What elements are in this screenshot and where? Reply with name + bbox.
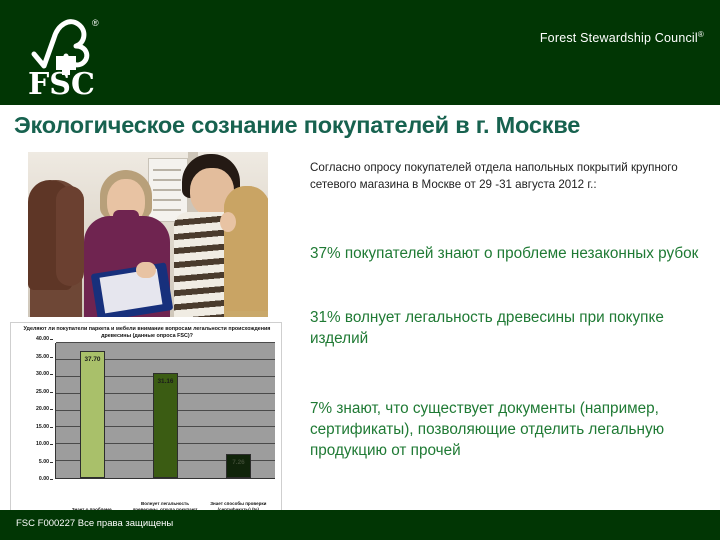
chart-gridline	[56, 342, 275, 343]
chart-y-tick: 5.00	[38, 458, 54, 465]
chart-x-label: Волнует легальность древесины, откуда по…	[132, 501, 197, 512]
chart-plot-area: 37.70 31.16 7.26	[55, 342, 275, 479]
chart-x-label: Знает способы проверки (сертификаты) (%)	[210, 501, 267, 512]
photo-person-interviewer	[80, 170, 174, 317]
survey-bar-chart: Уделяют ли покупатели паркета и мебели в…	[10, 322, 282, 516]
stat-aware-illegal-logging: 37% покупателей знают о проблеме незакон…	[310, 245, 699, 262]
fsc-logo: FSC ®	[20, 8, 112, 98]
chart-y-tick: 15.00	[36, 423, 53, 430]
chart-title: Уделяют ли покупатели паркета и мебели в…	[23, 326, 271, 339]
stat-know-certificates: 7% знают, что существует документы (напр…	[310, 400, 665, 459]
footer-copyright: FSC F000227 Все права защищены	[16, 518, 174, 529]
chart-y-axis: 0.00 5.00 10.00 15.00 20.00 25.00 30.00 35.00 40…	[13, 336, 54, 482]
chart-y-tick: 25.00	[36, 388, 53, 395]
chart-y-tick: 30.00	[36, 371, 53, 377]
chart-y-tick: 10.00	[36, 441, 53, 447]
brand-name: Forest Stewardship Council®	[540, 30, 704, 45]
chart-y-tick: 20.00	[36, 406, 53, 412]
chart-y-tick: 40.00	[36, 336, 53, 342]
chart-bar: 7.26	[226, 453, 251, 478]
photo-person-right	[220, 186, 268, 317]
chart-bar-value: 37.70	[84, 355, 101, 363]
slide-footer: FSC F000227 Все права защищены	[0, 510, 720, 540]
chart-bar: 31.16	[153, 372, 178, 478]
brand-name-text: Forest Stewardship Council	[539, 31, 698, 46]
stat-care-about-legality: 31% волнует легальность древесины при по…	[310, 309, 664, 347]
chart-y-tick: 0.00	[38, 476, 54, 482]
photo-person-left	[28, 180, 84, 317]
chart-x-label: Знает о проблеме	[55, 507, 128, 513]
slide-header: FSC ® Forest Stewardship Council®	[0, 0, 720, 105]
brand-registered-mark: ®	[697, 30, 704, 39]
intro-paragraph: Согласно опросу покупателей отдела напол…	[310, 161, 678, 191]
fsc-logo-registered: ®	[92, 18, 99, 28]
page-title: Экологическое сознание покупателей в г. …	[14, 112, 581, 138]
chart-y-tick: 35.00	[36, 353, 53, 360]
chart-bar: 37.70	[80, 350, 105, 478]
chart-bar-value: 7.26	[232, 458, 245, 466]
photo-wall-poster	[148, 158, 188, 222]
fsc-logo-text: FSC	[28, 67, 95, 98]
survey-photo	[28, 152, 268, 317]
chart-bar-value: 31.16	[157, 377, 174, 385]
chart-gridline	[56, 358, 275, 360]
